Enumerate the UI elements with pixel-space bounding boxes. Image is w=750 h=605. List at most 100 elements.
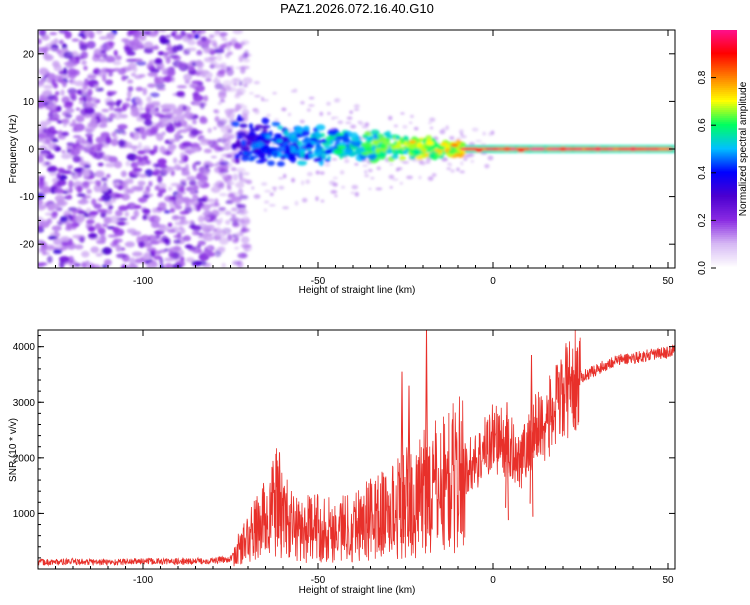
heatmap-cell	[206, 251, 216, 257]
heatmap-cell	[101, 108, 110, 113]
colorbar-swatch	[711, 39, 737, 43]
heatmap-cell	[408, 121, 413, 124]
top-ytick-label: -20	[20, 240, 35, 251]
heatmap-cell	[38, 30, 47, 37]
heatmap-cell	[373, 133, 378, 140]
heatmap-cell	[39, 120, 48, 129]
colorbar-swatch	[711, 184, 737, 188]
spectrogram-heatmap	[38, 30, 675, 268]
heatmap-cell	[261, 128, 268, 133]
heatmap-cell	[154, 216, 161, 221]
heatmap-cell	[63, 170, 72, 175]
heatmap-cell	[330, 190, 338, 194]
heatmap-cell	[139, 112, 149, 120]
heatmap-cell	[376, 151, 386, 158]
heatmap-cell	[324, 145, 331, 150]
heatmap-cell	[248, 123, 254, 129]
heatmap-cell	[463, 158, 468, 161]
colorbar-swatch	[711, 204, 737, 208]
heatmap-cell	[211, 210, 218, 215]
colorbar-swatch	[711, 222, 737, 225]
heatmap-cell	[142, 214, 148, 221]
heatmap-cell	[172, 246, 182, 252]
heatmap-cell	[164, 237, 171, 246]
heatmap-cell	[86, 188, 92, 194]
colorbar-swatch	[711, 89, 737, 93]
heatmap-cell	[258, 153, 265, 159]
heatmap-cell	[260, 125, 269, 129]
heatmap-cell	[165, 34, 171, 39]
heatmap-cell	[418, 160, 424, 165]
heatmap-cell	[370, 177, 375, 180]
heatmap-cell	[299, 119, 305, 124]
heatmap-cell	[394, 136, 400, 140]
colorbar-swatch	[711, 202, 737, 206]
heatmap-cell	[210, 186, 221, 193]
heatmap-cell	[121, 75, 127, 82]
heatmap-cell	[135, 86, 144, 92]
heatmap-cell	[63, 66, 68, 75]
heatmap-cell	[221, 37, 228, 42]
heatmap-cell	[406, 175, 413, 180]
colorbar-swatch	[711, 65, 737, 69]
heatmap-cell	[38, 183, 44, 191]
colorbar-swatch	[711, 101, 737, 104]
heatmap-cell	[584, 147, 594, 151]
heatmap-cell	[225, 154, 233, 159]
heatmap-cell	[246, 139, 253, 147]
heatmap-cell	[165, 125, 176, 133]
heatmap-hotspot	[408, 139, 417, 144]
heatmap-cell	[63, 51, 74, 59]
heatmap-cell	[620, 147, 631, 151]
colorbar-swatch	[711, 121, 737, 124]
colorbar-swatch	[711, 51, 737, 55]
heatmap-cell	[253, 81, 260, 85]
heatmap-cell	[353, 108, 360, 111]
heatmap-cell	[303, 125, 310, 131]
heatmap-cell	[116, 99, 123, 104]
heatmap-cell	[69, 60, 78, 68]
colorbar-swatch	[711, 63, 737, 67]
heatmap-cell	[56, 172, 61, 180]
heatmap-cell	[203, 95, 209, 102]
heatmap-cell	[57, 220, 64, 226]
heatmap-cell	[388, 143, 396, 147]
heatmap-cell	[137, 180, 146, 186]
heatmap-cell	[248, 135, 255, 140]
heatmap-cell	[191, 230, 197, 236]
heatmap-cell	[235, 158, 241, 164]
heatmap-cell	[211, 231, 218, 236]
heatmap-cell	[175, 198, 183, 206]
heatmap-cell	[248, 157, 255, 161]
heatmap-cell	[46, 131, 56, 138]
heatmap-cell	[51, 138, 59, 143]
heatmap-cell	[208, 50, 216, 55]
heatmap-cell	[67, 68, 77, 76]
bottom-ytick-label: 3000	[13, 398, 36, 409]
heatmap-cell	[162, 75, 173, 83]
heatmap-cell	[319, 171, 325, 175]
heatmap-cell	[70, 52, 82, 57]
heatmap-cell	[220, 62, 227, 68]
heatmap-cell	[218, 217, 224, 224]
heatmap-cell	[288, 128, 293, 132]
heatmap-cell	[636, 147, 645, 151]
heatmap-cell	[129, 257, 136, 266]
heatmap-cell	[389, 163, 394, 166]
heatmap-cell	[236, 138, 241, 146]
heatmap-cell	[38, 176, 45, 181]
colorbar-swatch	[711, 250, 737, 253]
heatmap-cell	[172, 55, 182, 61]
heatmap-cell	[353, 104, 360, 109]
colorbar-swatch	[711, 129, 737, 132]
heatmap-cell	[487, 155, 494, 161]
heatmap-cell	[271, 186, 278, 189]
heatmap-cell	[263, 200, 270, 204]
heatmap-cell	[194, 101, 200, 106]
heatmap-cell	[46, 255, 53, 264]
heatmap-cell	[256, 136, 261, 141]
colorbar-swatch	[711, 216, 737, 220]
heatmap-cell	[95, 30, 103, 35]
heatmap-cell	[274, 118, 280, 121]
heatmap-cell	[388, 115, 393, 121]
